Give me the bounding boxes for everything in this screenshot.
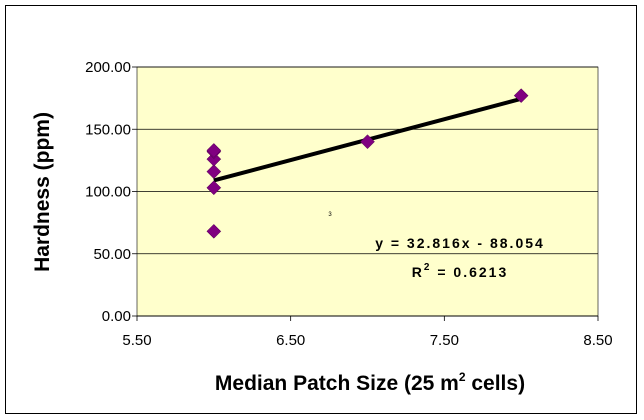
data-point: [360, 134, 375, 150]
stray-mark: 3: [328, 212, 332, 218]
y-tick-label: 0.00: [102, 308, 131, 325]
data-point: [206, 164, 222, 179]
x-tick-label: 6.50: [276, 332, 305, 349]
y-tick-label: 50.00: [93, 246, 131, 263]
trendline-equation: y = 32.816x - 88.054: [375, 235, 545, 251]
y-tick-label: 200.00: [85, 59, 131, 76]
data-point: [206, 143, 222, 158]
y-tick-label: 100.00: [85, 184, 131, 201]
x-tick-label: 7.50: [430, 332, 459, 349]
y-axis-ticks: 0.00 50.00 100.00 150.00 200.00: [85, 59, 137, 325]
x-axis-ticks: 5.50 6.50 7.50 8.50: [122, 316, 613, 349]
r-squared-label: R2 = 0.6213: [412, 262, 508, 280]
data-point: [206, 180, 222, 196]
data-point: [206, 151, 222, 167]
x-tick-label: 5.50: [122, 332, 151, 349]
data-points: [206, 88, 529, 239]
x-axis-title: Median Patch Size (25 m2 cells): [215, 370, 525, 395]
y-axis-title: Hardness (ppm): [31, 112, 54, 272]
data-point: [513, 88, 529, 103]
x-tick-label: 8.50: [583, 332, 612, 349]
y-tick-label: 150.00: [85, 121, 131, 138]
data-point: [206, 223, 222, 239]
